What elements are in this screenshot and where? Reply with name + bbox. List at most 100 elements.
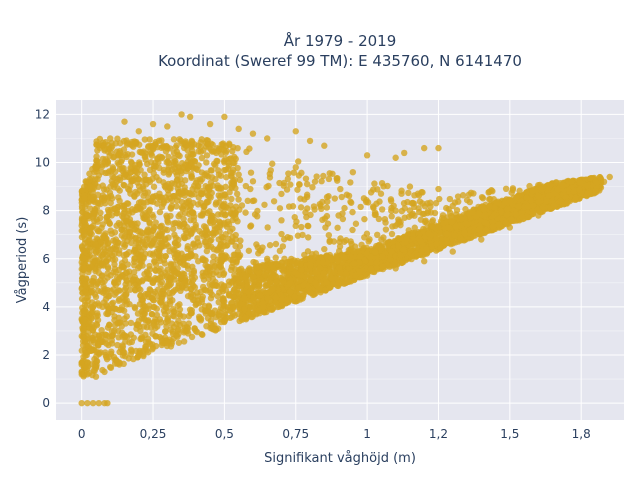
data-point (149, 145, 157, 152)
data-point (296, 181, 303, 188)
data-point (108, 144, 115, 152)
data-point (218, 151, 225, 158)
data-point (177, 137, 184, 144)
data-point (225, 235, 232, 243)
data-point (446, 195, 454, 203)
data-point (146, 136, 153, 143)
data-point (242, 182, 250, 190)
data-point (149, 346, 156, 353)
data-point (79, 187, 86, 194)
data-point (235, 289, 242, 297)
data-point (151, 258, 158, 266)
data-point (171, 276, 178, 283)
data-point (331, 195, 339, 202)
data-point (545, 192, 553, 199)
data-point (91, 291, 99, 298)
data-point (427, 199, 434, 206)
data-point (186, 189, 193, 197)
data-point (88, 224, 95, 231)
data-point (238, 202, 246, 209)
data-point (303, 180, 311, 188)
data-point (219, 252, 226, 260)
data-point (123, 313, 130, 320)
data-point (167, 260, 175, 268)
data-point (222, 166, 230, 173)
data-point (398, 187, 405, 194)
data-point (122, 291, 130, 299)
data-point (236, 176, 244, 184)
data-point (152, 267, 159, 274)
data-point (141, 136, 149, 143)
data-point (164, 219, 172, 226)
data-point (125, 210, 133, 217)
data-point (230, 251, 238, 258)
data-point (228, 279, 235, 286)
data-point (229, 225, 236, 232)
data-point (174, 176, 181, 183)
data-point (149, 211, 156, 219)
data-point (226, 189, 233, 196)
data-point (122, 320, 129, 327)
data-point (107, 272, 115, 279)
data-point (297, 296, 304, 303)
data-point (121, 257, 129, 264)
data-point (373, 264, 380, 272)
data-point (454, 193, 462, 200)
data-point (135, 317, 142, 325)
data-point (93, 358, 101, 365)
data-point (166, 247, 173, 255)
data-point (284, 175, 292, 183)
data-point (213, 149, 220, 157)
data-point (229, 169, 236, 176)
data-point (95, 172, 103, 179)
data-point (189, 276, 197, 284)
data-point (129, 276, 137, 283)
data-point (327, 254, 334, 261)
data-point (172, 144, 179, 151)
data-point (128, 151, 136, 158)
data-point (242, 209, 249, 216)
data-point (194, 293, 202, 300)
data-point (121, 227, 128, 234)
data-point (244, 197, 251, 205)
data-point (232, 231, 239, 239)
data-point (131, 138, 138, 145)
data-point (135, 183, 143, 190)
data-point (130, 143, 137, 150)
data-point (378, 206, 386, 213)
data-point (375, 215, 383, 223)
data-point (176, 312, 184, 319)
data-point (325, 175, 333, 183)
data-point (204, 209, 211, 217)
data-point (105, 265, 112, 272)
data-point (273, 278, 280, 286)
data-point (320, 172, 327, 180)
data-point (326, 237, 334, 244)
data-point (388, 230, 396, 238)
data-point (172, 168, 179, 176)
data-point (123, 277, 130, 284)
data-point (113, 289, 120, 296)
data-point (379, 263, 387, 271)
data-point (150, 297, 157, 304)
data-point (529, 210, 537, 218)
data-point (298, 266, 305, 274)
data-point (337, 235, 344, 242)
data-point (160, 179, 167, 186)
data-point (376, 198, 383, 205)
data-point (249, 313, 256, 320)
data-point (157, 319, 165, 326)
data-point (326, 170, 333, 177)
data-point (498, 208, 505, 216)
data-point (313, 173, 320, 180)
data-point (225, 292, 233, 299)
data-point (108, 230, 116, 237)
data-point (181, 234, 188, 242)
data-point (103, 355, 111, 363)
data-point (245, 288, 252, 296)
data-point (141, 171, 148, 178)
data-point (166, 282, 173, 289)
data-point (87, 304, 95, 311)
data-point (203, 199, 211, 206)
data-point (127, 331, 135, 338)
